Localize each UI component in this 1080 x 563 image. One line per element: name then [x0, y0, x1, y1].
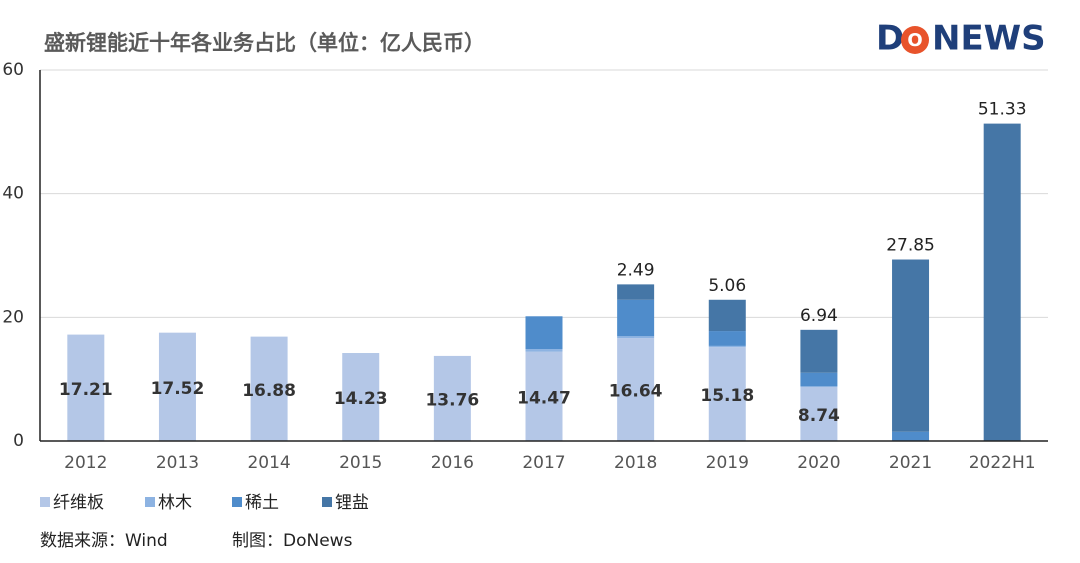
- bar-segment: [708, 347, 746, 441]
- chart-title: 盛新锂能近十年各业务占比（单位：亿人民币）: [44, 31, 485, 55]
- value-label: 13.76: [425, 390, 479, 410]
- bar-segment: [342, 353, 380, 441]
- bar-segment: [250, 336, 288, 441]
- value-label: 14.47: [517, 388, 571, 408]
- bar-segment: [708, 331, 746, 346]
- legend-swatch: [322, 497, 332, 507]
- bar-segment: [892, 259, 930, 432]
- x-tick-label: 2012: [64, 453, 107, 473]
- x-tick-label: 2018: [614, 453, 657, 473]
- bar-segment: [800, 386, 838, 387]
- bar-segment: [67, 334, 105, 441]
- credit-note: 制图：DoNews: [232, 531, 353, 551]
- bar-segment: [158, 332, 196, 441]
- bar-segment: [708, 299, 746, 332]
- logo-circle: [901, 26, 929, 54]
- x-tick-label: 2013: [156, 453, 199, 473]
- bar-segment: [617, 299, 655, 337]
- value-label: 5.06: [708, 276, 746, 296]
- logo-o: O: [907, 30, 922, 51]
- bar-segment: [617, 284, 655, 300]
- value-label: 2.49: [617, 260, 655, 280]
- value-label: 8.74: [798, 406, 840, 426]
- logo-d: D: [876, 19, 904, 59]
- value-label: 17.21: [59, 380, 113, 400]
- logo: D O NEWS: [876, 19, 1046, 59]
- x-tick-label: 2015: [339, 453, 382, 473]
- legend-swatch: [145, 497, 155, 507]
- bar-segment: [525, 351, 563, 441]
- bar-segment: [525, 316, 563, 350]
- legend-label: 林木: [158, 493, 192, 513]
- x-tick-label: 2022H1: [969, 453, 1036, 473]
- value-label: 17.52: [151, 379, 205, 399]
- legend-swatch: [40, 497, 50, 507]
- logo-news: NEWS: [932, 19, 1046, 59]
- value-label: 15.18: [700, 386, 754, 406]
- value-label: 27.85: [886, 236, 935, 256]
- value-label: 16.64: [609, 382, 663, 402]
- value-label: 6.94: [800, 306, 838, 326]
- legend-label: 锂盐: [335, 493, 369, 513]
- x-tick-label: 2014: [247, 453, 290, 473]
- bar-segment: [892, 431, 930, 441]
- legend-swatch: [232, 497, 242, 507]
- x-tick-label: 2021: [889, 453, 932, 473]
- value-label: 14.23: [334, 389, 388, 409]
- bar-segment: [617, 338, 655, 441]
- y-tick-label: 20: [2, 307, 24, 327]
- bar-segment: [433, 355, 471, 441]
- value-label: 16.88: [242, 381, 296, 401]
- x-tick-label: 2019: [706, 453, 749, 473]
- bar-segment: [708, 345, 746, 348]
- bar-segment: [800, 329, 838, 373]
- bar-segment: [800, 372, 838, 387]
- y-tick-label: 0: [13, 431, 24, 451]
- value-label: 51.33: [978, 100, 1027, 120]
- x-tick-label: 2020: [797, 453, 840, 473]
- bar-segment: [525, 349, 563, 352]
- x-tick-label: 2016: [431, 453, 474, 473]
- y-tick-label: 40: [2, 184, 24, 204]
- bar-segment: [617, 336, 655, 339]
- legend-label: 纤维板: [53, 493, 104, 513]
- legend-label: 稀土: [245, 493, 279, 513]
- bar-segment: [800, 386, 838, 441]
- y-tick-label: 60: [2, 60, 24, 80]
- bar-segment: [983, 123, 1021, 441]
- source-note: 数据来源：Wind: [40, 531, 168, 551]
- x-tick-label: 2017: [522, 453, 565, 473]
